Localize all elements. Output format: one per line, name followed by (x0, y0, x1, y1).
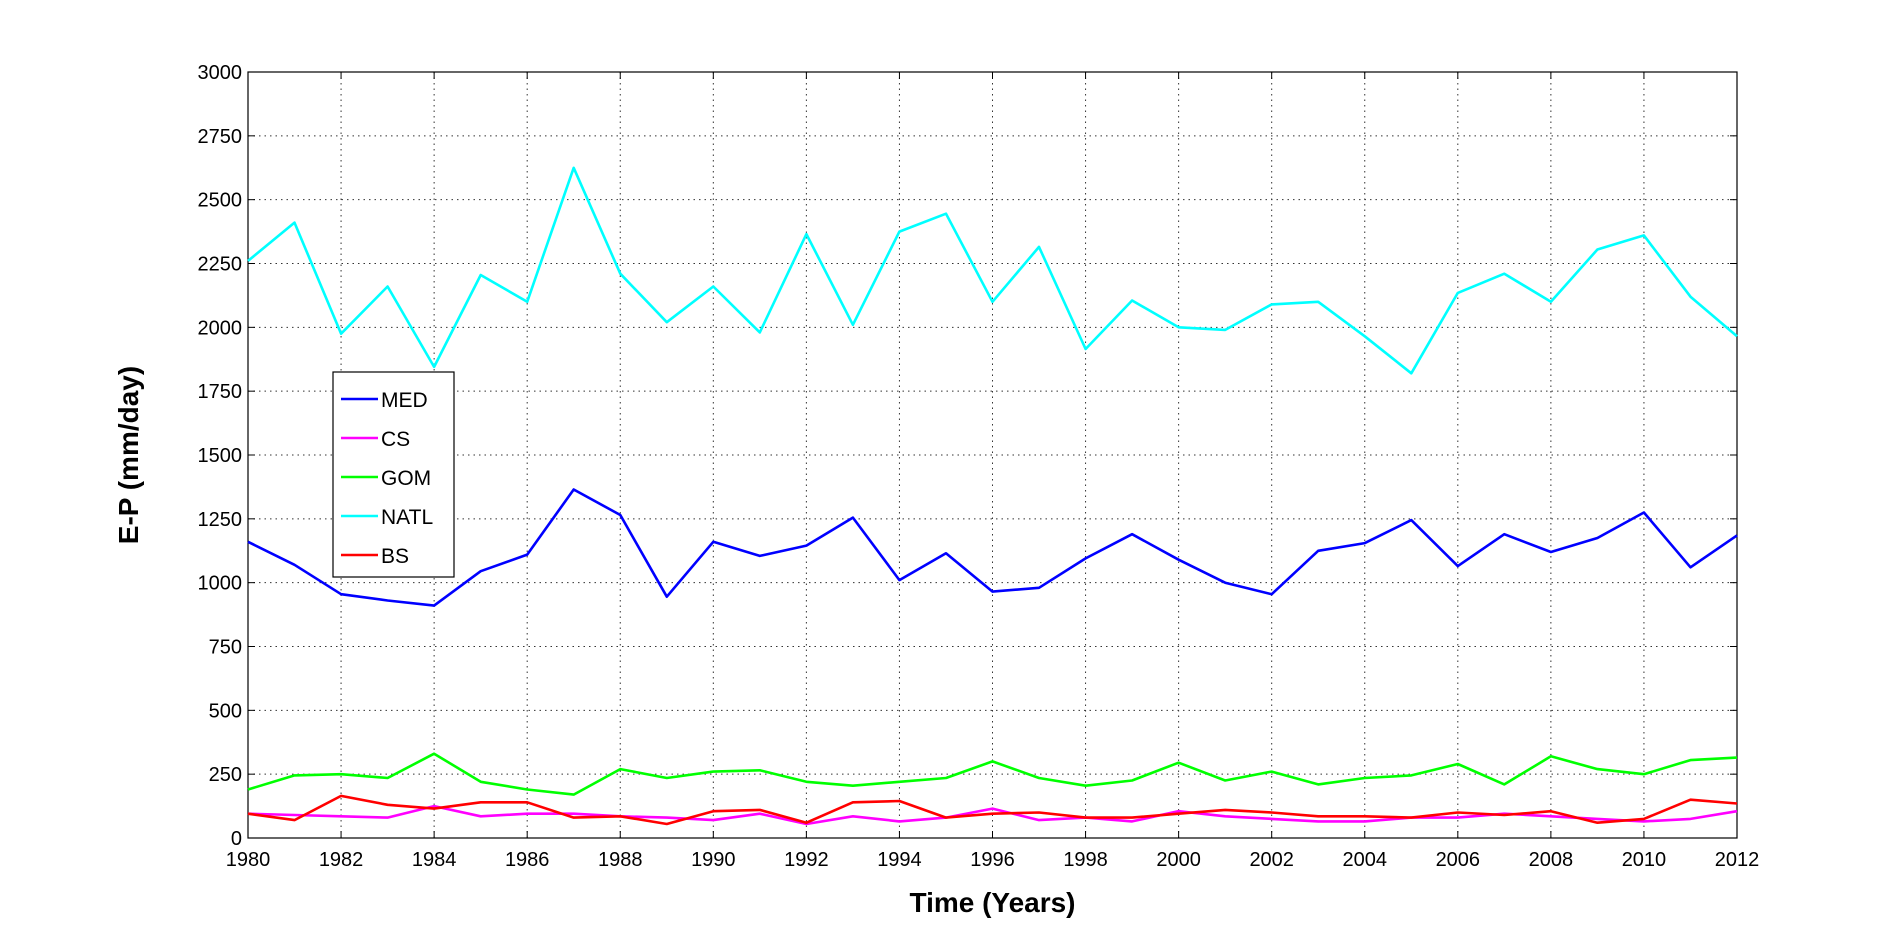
y-tick-label: 1500 (198, 445, 243, 467)
legend-box (332, 371, 455, 578)
y-tick-label: 2000 (198, 317, 243, 339)
x-tick-label: 2008 (1529, 849, 1574, 871)
y-tick-label: 2750 (198, 126, 243, 148)
series-lines (247, 166, 1738, 826)
x-tick-label: 1998 (1063, 849, 1108, 871)
x-tick-label: 1992 (784, 849, 829, 871)
x-tick-label: 1988 (598, 849, 643, 871)
x-tick-label: 1986 (505, 849, 550, 871)
series-line-natl (247, 166, 1738, 375)
y-tick-label: 2500 (198, 190, 243, 212)
legend-label-bs: BS (381, 545, 409, 568)
x-tick-label: 1994 (877, 849, 922, 871)
y-tick-label: 750 (209, 637, 242, 659)
x-tick-label: 1984 (412, 849, 457, 871)
y-tick-label: 2250 (198, 254, 243, 276)
legend-label-med: MED (381, 389, 428, 412)
tick-labels: 1980 1982 1984 1986 1988 1990 1992 1994 1996 1998… (198, 62, 1760, 871)
y-tick-label: 500 (209, 700, 242, 722)
x-tick-label: 2006 (1436, 849, 1481, 871)
legend-label-gom: GOM (381, 467, 431, 490)
x-axis-title: Time (Years) (909, 887, 1075, 918)
x-tick-label: 2000 (1156, 849, 1201, 871)
y-tick-label: 3000 (198, 62, 243, 84)
y-tick-label: 250 (209, 764, 242, 786)
legend-label-natl: NATL (381, 506, 433, 529)
x-tick-label: 1996 (970, 849, 1015, 871)
y-tick-label: 0 (231, 828, 242, 850)
series-line-med (247, 488, 1738, 607)
series-line-bs (247, 794, 1738, 826)
y-axis-title: E-P (mm/day) (113, 366, 144, 544)
x-tick-label: 2004 (1343, 849, 1388, 871)
series-line-gom (247, 752, 1738, 796)
x-tick-label: 1980 (226, 849, 271, 871)
legend: MED CS GOM NATL BS (332, 371, 455, 578)
x-tick-label: 1990 (691, 849, 736, 871)
grid-lines (248, 72, 1737, 838)
y-tick-label: 1000 (198, 573, 243, 595)
x-tick-label: 2012 (1715, 849, 1760, 871)
y-tick-label: 1750 (198, 381, 243, 403)
legend-label-cs: CS (381, 428, 410, 451)
axis-ticks (247, 71, 1738, 839)
y-tick-label: 1250 (198, 509, 243, 531)
x-tick-label: 1982 (319, 849, 364, 871)
x-tick-label: 2002 (1249, 849, 1294, 871)
x-tick-label: 2010 (1622, 849, 1667, 871)
